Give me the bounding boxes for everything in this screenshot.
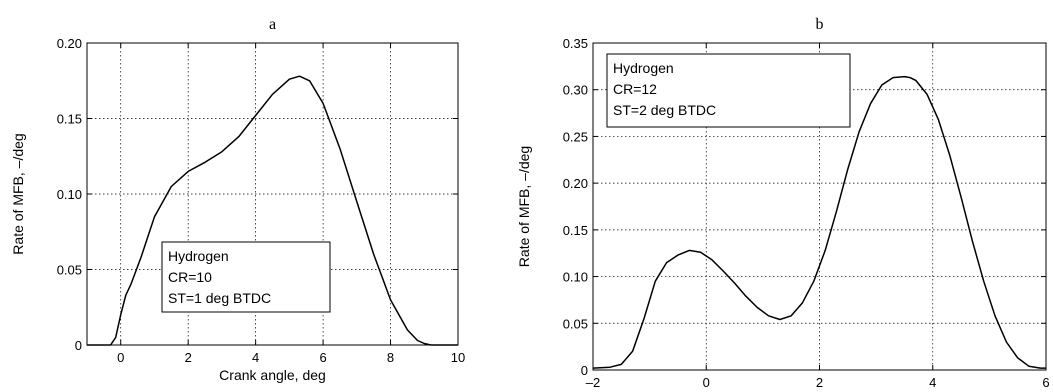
y-tick-label: 0.15 [563, 223, 588, 238]
x-tick-label: 4 [929, 375, 936, 390]
legend-line: Hydrogen [168, 248, 229, 264]
x-tick-label: –2 [586, 375, 600, 390]
x-axis-label: Crank angle, deg [219, 367, 326, 383]
x-tick-label: 8 [387, 350, 394, 365]
legend-line: CR=12 [613, 81, 657, 97]
x-tick-label: 6 [319, 350, 326, 365]
legend-line: CR=10 [168, 269, 212, 285]
y-tick-label: 0.20 [57, 36, 82, 51]
legend: Hydrogen CR=10 ST=1 deg BTDC [161, 241, 331, 313]
legend-line: ST=1 deg BTDC [168, 290, 271, 306]
x-tick-label: 10 [451, 350, 465, 365]
legend: Hydrogen CR=12 ST=2 deg BTDC [606, 53, 851, 128]
y-tick-label: 0.05 [563, 316, 588, 331]
y-axis-label: Rate of MFB, –/deg [516, 146, 532, 267]
panel-title: b [816, 16, 824, 33]
y-tick-label: 0 [581, 363, 588, 378]
legend-box [606, 53, 851, 128]
y-tick-label: 0.10 [563, 270, 588, 285]
x-tick-label: 4 [252, 350, 259, 365]
y-tick-label: 0.15 [57, 112, 82, 127]
y-tick-label: 0.20 [563, 176, 588, 191]
series-line [592, 75, 1046, 369]
legend-box [161, 241, 331, 313]
legend-line: Hydrogen [613, 60, 674, 76]
y-tick-label: 0.10 [57, 187, 82, 202]
x-tick-label: 2 [185, 350, 192, 365]
y-tick-label: 0.35 [563, 36, 588, 51]
x-tick-label: 0 [703, 375, 710, 390]
panel-b: –2024600.050.100.150.200.250.300.35bCran… [516, 16, 1050, 390]
y-tick-label: 0.25 [563, 129, 588, 144]
panel-title: a [269, 16, 276, 33]
y-axis-label: Rate of MFB, –/deg [10, 133, 26, 254]
x-tick-label: 6 [1042, 375, 1049, 390]
x-tick-label: 0 [117, 350, 124, 365]
y-tick-label: 0.30 [563, 83, 588, 98]
y-tick-label: 0 [75, 338, 82, 353]
y-tick-label: 0.05 [57, 263, 82, 278]
legend-line: ST=2 deg BTDC [613, 102, 716, 118]
panel-a: 0 2 4 6 8 10 0 0.05 0.10 0.15 0.20 a Crank angle, de… [10, 16, 465, 383]
x-tick-label: 2 [816, 375, 823, 390]
series-line [87, 75, 458, 346]
